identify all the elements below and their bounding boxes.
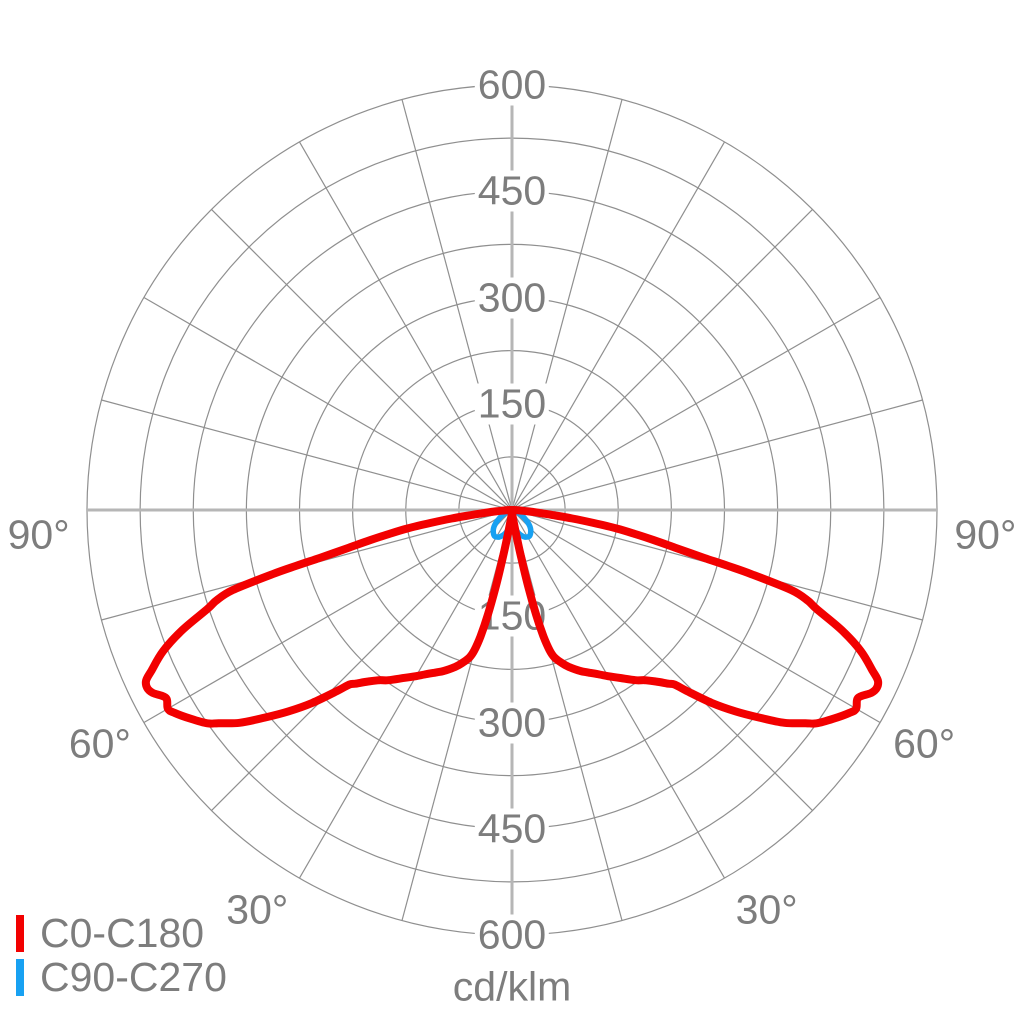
angle-label: 60° [893, 720, 956, 767]
grid-spoke [511, 509, 813, 811]
legend-swatch-blue [16, 959, 24, 996]
grid-spoke [511, 399, 923, 511]
grid-spoke [511, 509, 881, 724]
angle-label: 30° [735, 886, 798, 933]
legend-swatch-red [16, 915, 24, 952]
curve-c0-c180 [141, 506, 883, 728]
grid-spoke [401, 99, 513, 511]
grid-spoke [101, 399, 513, 511]
legend-item-c0-c180: C0-C180 [16, 913, 227, 954]
grid-spoke [211, 209, 513, 511]
radial-tick-label: 300 [474, 702, 550, 743]
radial-tick-label: 450 [474, 170, 550, 212]
angle-label: 90° [7, 511, 70, 558]
grid-spoke [298, 509, 513, 879]
grid-spoke [143, 296, 513, 511]
unit-label: cd/klm [452, 963, 572, 1010]
radial-tick-label: 150 [474, 383, 550, 425]
legend-item-c90-c270: C90-C270 [16, 957, 227, 998]
grid-spoke [511, 141, 726, 511]
angle-label: 60° [68, 720, 131, 767]
grid-spoke [401, 509, 513, 921]
grid-spoke [298, 141, 513, 511]
legend-label: C90-C270 [40, 954, 227, 1000]
grid-spoke [511, 509, 623, 921]
angle-label: 30° [226, 886, 289, 933]
legend-label: C0-C180 [40, 910, 205, 956]
angle-label: 90° [954, 511, 1017, 558]
grid-spoke [511, 99, 623, 511]
radial-tick-label: 600 [474, 914, 550, 956]
grid-spoke [511, 509, 726, 879]
grid-spoke [211, 509, 513, 811]
grid-spoke [143, 509, 513, 724]
grid-spoke [511, 209, 813, 511]
radial-tick-label: 600 [474, 64, 550, 106]
radial-tick-label: 450 [474, 808, 550, 850]
legend: C0-C180 C90-C270 [16, 913, 227, 998]
grid-spoke [511, 296, 881, 511]
radial-tick-label: 300 [474, 277, 550, 318]
